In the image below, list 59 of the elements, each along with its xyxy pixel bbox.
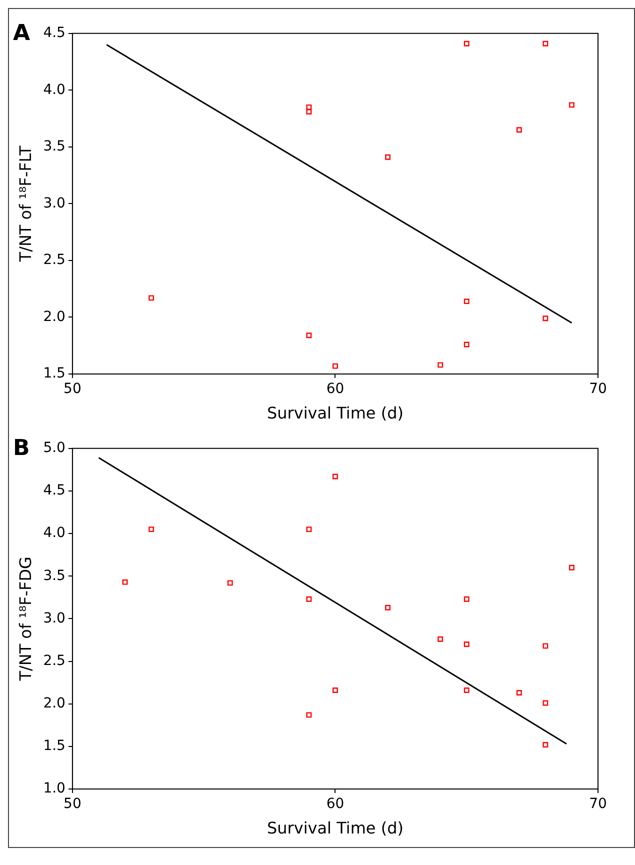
y-tick-label: 2.0	[43, 308, 66, 325]
y-tick-label: 1.0	[43, 780, 66, 797]
point	[438, 362, 444, 368]
y-tick-label: 4.0	[43, 82, 66, 98]
x-axis-title: Survival Time (d)	[266, 818, 404, 838]
point	[516, 690, 522, 696]
point	[438, 636, 444, 642]
point	[542, 40, 548, 46]
y-tick-label: 2.5	[43, 252, 66, 268]
y-tick-label: 3.5	[43, 568, 66, 584]
x-tick-label: 50	[64, 796, 82, 812]
point	[148, 295, 154, 301]
point	[306, 109, 312, 114]
point	[385, 604, 391, 610]
x-axis-title: Survival Time (d)	[266, 404, 404, 423]
y-tick-label: 4.0	[43, 525, 66, 542]
y-tick-label: 3.5	[43, 138, 66, 155]
y-tick-label: 1.5	[43, 366, 66, 382]
y-axis-title: T/NT of ¹⁸F-FLT	[16, 145, 35, 263]
chart-title: A	[13, 20, 30, 46]
point	[464, 642, 470, 647]
point	[464, 342, 470, 348]
y-tick-label: 2.0	[43, 695, 66, 712]
y-tick-label: 1.5	[43, 738, 66, 754]
point	[464, 688, 470, 693]
point	[122, 579, 128, 585]
point	[542, 643, 548, 649]
point	[306, 596, 312, 602]
y-tick-label: 4.5	[43, 25, 66, 42]
y-tick-label: 3.0	[43, 610, 66, 626]
point	[306, 526, 312, 532]
point	[464, 298, 470, 304]
x-tick-label: 60	[326, 796, 344, 812]
y-tick-label: 3.0	[43, 195, 66, 212]
x-tick-label: 70	[589, 796, 607, 812]
point	[227, 580, 233, 586]
point	[306, 712, 312, 718]
y-tick-label: 2.5	[43, 652, 66, 669]
point	[542, 742, 548, 748]
x-tick-label: 70	[589, 381, 607, 398]
y-tick-label: 5.0	[43, 440, 66, 456]
point	[148, 526, 154, 532]
point	[332, 474, 338, 480]
point	[542, 316, 548, 322]
point	[385, 154, 391, 160]
point	[332, 688, 338, 693]
x-tick-label: 50	[64, 381, 82, 398]
point	[569, 564, 574, 570]
point	[569, 102, 574, 108]
point	[542, 700, 548, 706]
point	[332, 363, 338, 369]
point	[516, 127, 522, 133]
point	[464, 596, 470, 602]
x-tick-label: 60	[326, 381, 344, 398]
chart-title: B	[13, 436, 30, 461]
y-tick-label: 4.5	[43, 482, 66, 499]
y-axis-title: T/NT of ¹⁸F-FDG	[16, 556, 35, 682]
point	[464, 40, 470, 46]
point	[306, 332, 312, 338]
